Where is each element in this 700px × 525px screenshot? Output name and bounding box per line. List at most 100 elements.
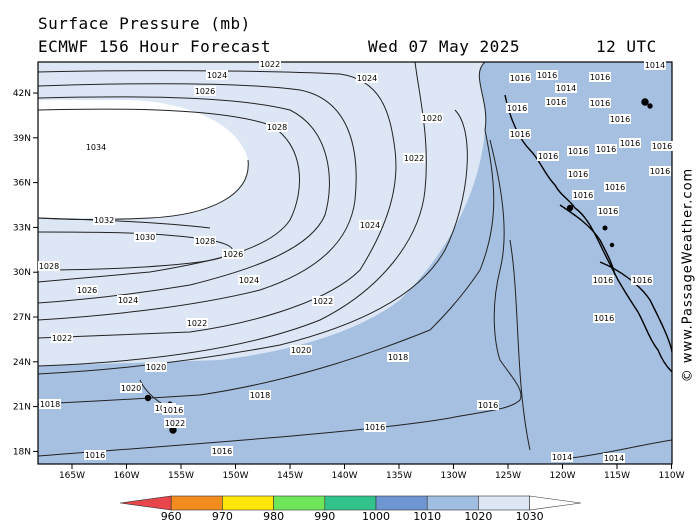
- isobar-label: 1024: [238, 275, 260, 285]
- colorbar-tick-label: 980: [263, 510, 284, 523]
- colorbar-swatch: [375, 495, 428, 511]
- svg-text:1016: 1016: [510, 130, 530, 139]
- svg-text:1016: 1016: [212, 447, 232, 456]
- isobar-label: 1016: [597, 206, 619, 216]
- isobar-label: 1016: [593, 313, 615, 323]
- svg-text:1020: 1020: [121, 384, 141, 393]
- lon-tick-label: 165W: [59, 471, 85, 481]
- svg-text:1020: 1020: [422, 114, 442, 123]
- isobar-label: 1028: [194, 236, 216, 246]
- lat-tick-label: 42N: [13, 89, 31, 99]
- svg-text:1016: 1016: [568, 147, 588, 156]
- lat-tick-label: 24N: [13, 358, 31, 368]
- svg-text:1020: 1020: [291, 346, 311, 355]
- isobar-label: 1022: [164, 418, 186, 428]
- isobar-label: 1014: [551, 452, 573, 462]
- svg-text:1014: 1014: [556, 84, 576, 93]
- svg-text:1016: 1016: [510, 74, 530, 83]
- isobar-label: 1016: [536, 70, 558, 80]
- svg-text:1016: 1016: [568, 170, 588, 179]
- lat-tick-label: 27N: [13, 313, 31, 323]
- svg-text:1028: 1028: [267, 123, 287, 132]
- colorbar-tick-label: 990: [314, 510, 335, 523]
- longitude-axis: 165W 160W 155W 150W 145W 140W 135W 130W 125W 120W…: [59, 464, 685, 481]
- latitude-axis: 42N 39N 36N 33N 30N 27N 24N 21N 18N: [13, 89, 38, 457]
- isobar-label: 1026: [222, 249, 244, 259]
- svg-text:1016: 1016: [598, 207, 618, 216]
- lon-tick-label: 125W: [495, 471, 521, 481]
- svg-text:1016: 1016: [596, 145, 616, 154]
- map-title: Surface Pressure (mb): [38, 14, 251, 33]
- isobar-label: 1022: [186, 318, 208, 328]
- isobar-label: 1016: [631, 275, 653, 285]
- isobar-label: 1022: [51, 333, 73, 343]
- lat-tick-label: 33N: [13, 223, 31, 233]
- svg-text:1016: 1016: [650, 167, 670, 176]
- lat-tick-label: 39N: [13, 134, 31, 144]
- isobar-label: 1022: [403, 153, 425, 163]
- lon-tick-label: 155W: [168, 471, 194, 481]
- svg-text:1020: 1020: [146, 363, 166, 372]
- svg-text:1024: 1024: [118, 296, 138, 305]
- svg-text:1016: 1016: [620, 139, 640, 148]
- svg-text:1028: 1028: [39, 262, 59, 271]
- isobar-label: 1016: [509, 73, 531, 83]
- svg-text:1026: 1026: [77, 286, 97, 295]
- isobar-label: 1014: [644, 60, 666, 70]
- svg-text:1022: 1022: [260, 60, 280, 69]
- isobar-label: 1016: [364, 422, 386, 432]
- isobar-label: 1024: [356, 73, 378, 83]
- colorbar-swatch: [426, 495, 479, 511]
- isobar-label: 1014: [555, 83, 577, 93]
- isobar-label: 1016: [609, 114, 631, 124]
- svg-text:1016: 1016: [365, 423, 385, 432]
- lon-tick-label: 150W: [222, 471, 248, 481]
- svg-text:1024: 1024: [239, 276, 259, 285]
- svg-text:1016: 1016: [537, 71, 557, 80]
- isobar-label: 1016: [567, 146, 589, 156]
- svg-text:1016: 1016: [610, 115, 630, 124]
- svg-text:1022: 1022: [52, 334, 72, 343]
- lat-tick-label: 30N: [13, 268, 31, 278]
- svg-text:1016: 1016: [594, 314, 614, 323]
- svg-text:1016: 1016: [652, 142, 672, 151]
- lat-tick-label: 18N: [13, 447, 31, 457]
- lat-tick-label: 21N: [13, 403, 31, 413]
- isobar-label: 1016: [537, 151, 559, 161]
- isobar-label: 1020: [421, 113, 443, 123]
- svg-text:1018: 1018: [388, 353, 408, 362]
- lon-tick-label: 135W: [386, 471, 412, 481]
- svg-text:1034: 1034: [86, 143, 106, 152]
- svg-text:1016: 1016: [546, 98, 566, 107]
- isobar-label: 1018: [249, 390, 271, 400]
- isobar-label: 1016: [477, 400, 499, 410]
- svg-text:1016: 1016: [590, 73, 610, 82]
- isobar-label: 1016: [572, 190, 594, 200]
- lon-tick-label: 130W: [440, 471, 466, 481]
- isobar-label: 1016: [567, 169, 589, 179]
- colorbar-tick-label: 970: [212, 510, 233, 523]
- isobar-label: 1018: [39, 399, 61, 409]
- colorbar-swatch: [170, 495, 223, 511]
- svg-text:1016: 1016: [85, 451, 105, 460]
- lon-tick-label: 160W: [113, 471, 139, 481]
- svg-text:1024: 1024: [360, 221, 380, 230]
- pressure-colorbar: 960 970 980 990 1000 1010 1020 1030: [119, 495, 581, 523]
- colorbar-swatch: [222, 495, 274, 511]
- svg-text:1016: 1016: [507, 104, 527, 113]
- svg-text:1016: 1016: [163, 406, 183, 415]
- svg-text:1032: 1032: [94, 216, 114, 225]
- svg-text:1022: 1022: [404, 154, 424, 163]
- lon-tick-label: 120W: [549, 471, 575, 481]
- isobar-label: 1016: [211, 446, 233, 456]
- svg-text:1016: 1016: [590, 99, 610, 108]
- isobar-label: 1022: [259, 59, 281, 69]
- isobar-label: 1028: [38, 261, 60, 271]
- svg-text:1030: 1030: [135, 233, 155, 242]
- pressure-fill-layer: [38, 62, 672, 464]
- lon-tick-label: 115W: [604, 471, 630, 481]
- svg-text:1016: 1016: [632, 276, 652, 285]
- colorbar-swatch: [273, 495, 326, 511]
- forecast-time: 12 UTC: [596, 37, 657, 56]
- svg-text:1026: 1026: [223, 250, 243, 259]
